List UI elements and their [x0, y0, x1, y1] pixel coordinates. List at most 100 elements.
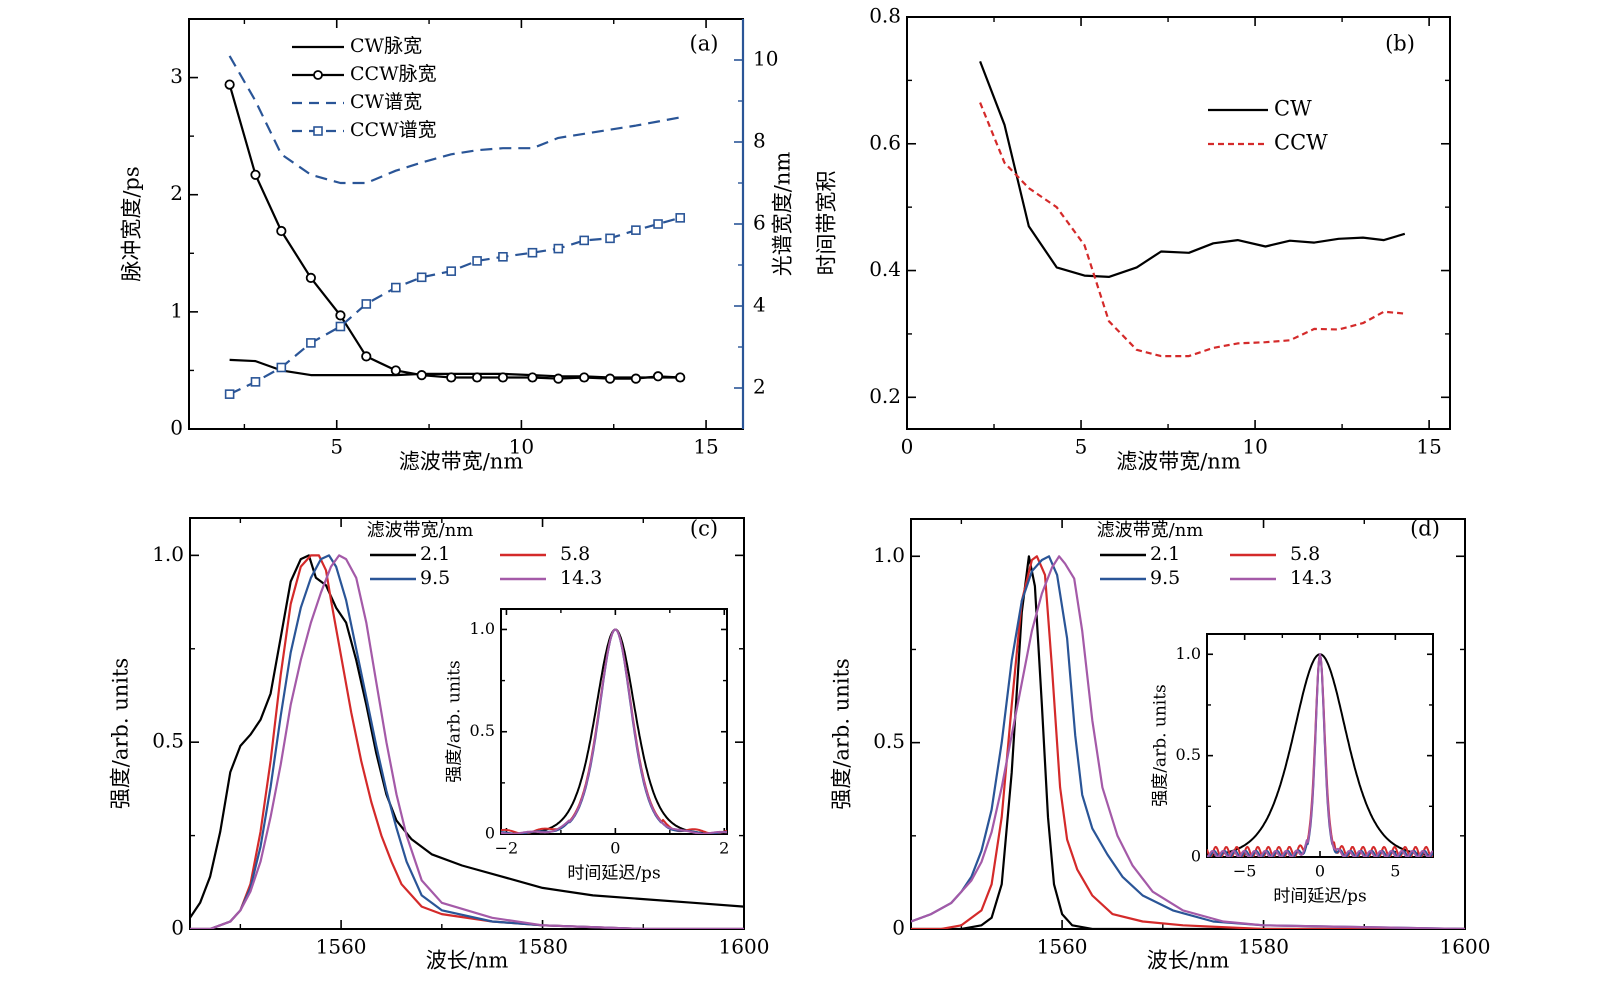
panel-label: (b) — [1385, 32, 1415, 56]
y-tick-label: 0.5 — [1176, 745, 1201, 764]
y-axis-label: 脉冲宽度/ps — [120, 166, 144, 281]
data-point-circle — [630, 373, 641, 384]
y-tick-label: 0.5 — [873, 729, 905, 753]
x-tick-label: 1560 — [316, 935, 367, 959]
x-tick-label: 2 — [719, 839, 729, 858]
data-point-square — [446, 266, 457, 276]
y2-axis-label: 光谱宽度/nm — [771, 152, 795, 277]
y-tick-label: 1.0 — [470, 619, 495, 638]
plot-frame — [906, 16, 1451, 430]
y-tick-label: 0.5 — [152, 729, 184, 753]
x-axis-label: 波长/nm — [426, 949, 509, 973]
series-5.8-line — [911, 555, 1465, 929]
data-point-square — [553, 243, 564, 254]
legend-label: 2.1 — [1150, 543, 1180, 565]
x-tick-label: 5 — [1390, 862, 1400, 881]
data-point-circle — [579, 372, 590, 383]
data-point-square — [605, 233, 615, 244]
data-point-square — [276, 362, 287, 373]
y-tick-label: 1 — [170, 298, 183, 322]
data-point-circle — [250, 169, 261, 180]
inset-y-axis-label: 强度/arb. units — [1151, 684, 1171, 807]
data-point-square — [416, 272, 427, 283]
plot-frame — [500, 608, 728, 835]
y-tick-label: 0 — [170, 416, 183, 440]
data-point-circle — [224, 79, 235, 90]
y-tick-label: 1.0 — [152, 542, 184, 566]
inset-bg — [501, 609, 727, 834]
data-point-circle — [276, 225, 287, 237]
y-tick-label: 0.8 — [869, 4, 901, 28]
x-tick-label: 1600 — [1440, 935, 1491, 959]
series-1-line — [979, 102, 1405, 358]
inset-series-group — [501, 628, 727, 834]
x-tick-label: 10 — [1242, 435, 1267, 459]
x-tick-label: 15 — [693, 435, 718, 459]
legend-label: CW脉宽 — [350, 35, 422, 57]
y-tick-label: 1.0 — [873, 543, 905, 567]
y-axis-label: 时间带宽积 — [815, 171, 839, 276]
x-tick-label: 0 — [1315, 862, 1325, 881]
y-tick-label: 0 — [892, 916, 905, 940]
data-point-circle — [553, 373, 564, 384]
y-tick-label: 0 — [485, 824, 495, 843]
data-point-circle — [335, 310, 346, 321]
series-14.3-line — [190, 554, 744, 929]
legend-marker-circle — [313, 70, 323, 80]
inset-x-axis-label: 时间延迟/ps — [567, 864, 660, 884]
y2-tick-label: 6 — [753, 211, 766, 235]
series-2.1-line — [190, 554, 744, 919]
data-point-square — [675, 213, 686, 223]
y-tick-label: 2 — [170, 181, 183, 205]
series-5.8-line — [190, 554, 744, 929]
x-axis-label: 波长/nm — [1147, 949, 1230, 973]
panel-label: (a) — [690, 32, 719, 56]
panel-label: (c) — [690, 517, 718, 541]
panel-d: 1560 1580 1600 0 0.5 1.0 波长/nm 强度/arb. units (d)… — [830, 517, 1491, 973]
legend-title: 滤波带宽/nm — [1097, 520, 1204, 541]
legend-label: 9.5 — [1150, 567, 1180, 589]
y-tick-label: 1.0 — [1176, 644, 1201, 663]
legend-label: 5.8 — [1290, 543, 1320, 565]
data-point-square — [472, 256, 482, 266]
inset-series-group — [1207, 653, 1433, 857]
x-tick-label: 10 — [509, 435, 534, 459]
y-tick-label: 0.5 — [470, 721, 495, 740]
series-14.3-line — [911, 555, 1465, 929]
x-tick-label: 0 — [901, 435, 914, 459]
data-point-square — [224, 389, 235, 399]
y-axis-label: 强度/arb. units — [830, 658, 854, 809]
series-9.5-line — [911, 555, 1465, 929]
x-tick-label: 15 — [1416, 435, 1441, 459]
x-tick-label: 5 — [330, 435, 343, 459]
legend-label: 14.3 — [560, 567, 602, 589]
x-tick-label: 1600 — [719, 935, 770, 959]
data-point-square — [579, 235, 589, 246]
y-tick-label: 0 — [171, 916, 184, 940]
panel-c: 1560 1580 1600 0 0.5 1.0 波长/nm 强度/arb. units (c)… — [109, 517, 770, 973]
x-axis-label: 滤波带宽/nm — [1116, 450, 1241, 474]
data-point-square — [653, 219, 663, 229]
legend-label: CW — [1274, 97, 1312, 121]
data-point-circle — [416, 370, 427, 381]
inset-bg — [1207, 634, 1433, 857]
data-point-circle — [652, 371, 664, 382]
legend-label: CCW谱宽 — [350, 119, 437, 141]
data-point-circle — [471, 372, 483, 383]
y2-tick-label: 8 — [753, 129, 766, 153]
data-point-circle — [446, 372, 457, 383]
y-tick-label: 0 — [1191, 847, 1201, 866]
plot-frame — [189, 517, 745, 930]
data-point-circle — [390, 365, 401, 376]
series-9.5-line — [190, 554, 744, 929]
inset-series-14.3-line — [1207, 653, 1433, 857]
legend-label: CCW脉宽 — [350, 63, 437, 85]
data-point-circle — [305, 272, 316, 283]
data-point-circle — [675, 372, 686, 383]
y2-tick-label: 10 — [753, 47, 778, 71]
y2-tick-label: 4 — [753, 293, 766, 317]
data-point-square — [250, 377, 261, 387]
legend-label: 9.5 — [420, 567, 450, 589]
x-tick-label: 1560 — [1037, 935, 1088, 959]
